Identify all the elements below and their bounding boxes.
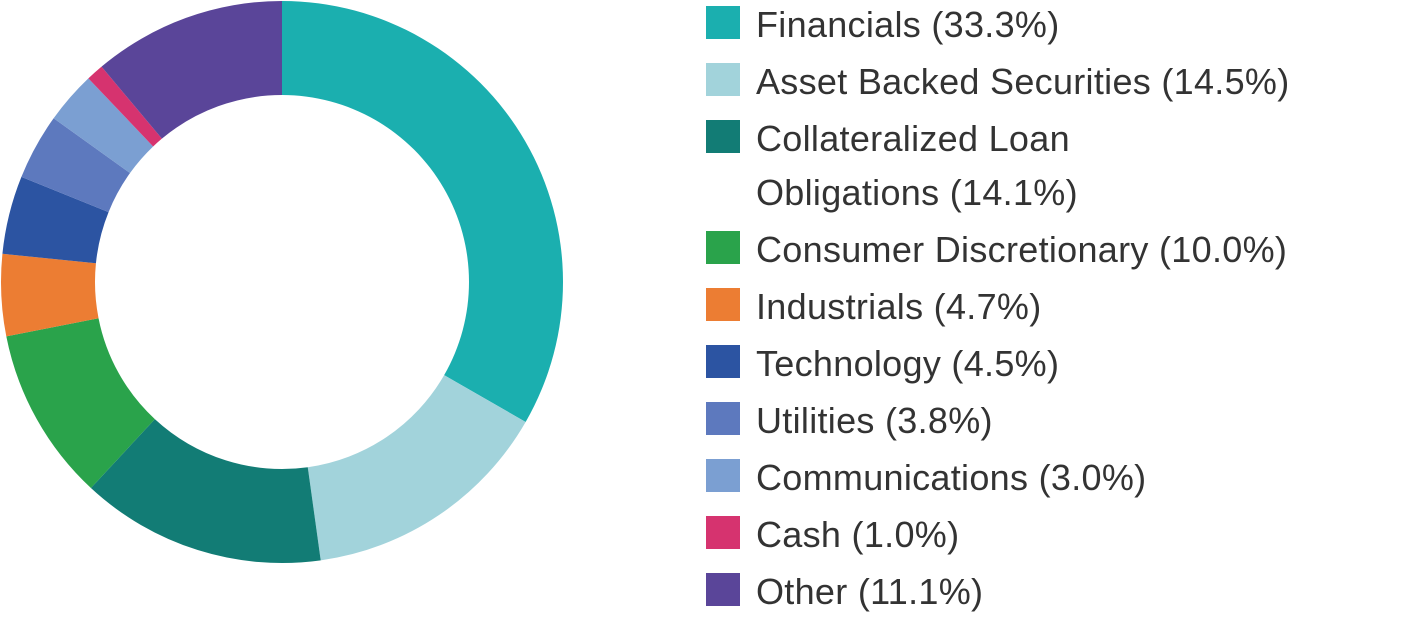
legend-label: Consumer Discretionary (10.0%) xyxy=(756,229,1288,270)
legend-label: Communications (3.0%) xyxy=(756,457,1147,498)
slice-financials xyxy=(282,1,564,422)
slice-utilities xyxy=(21,118,131,213)
slice-other xyxy=(101,1,282,139)
legend-swatch xyxy=(706,231,740,264)
legend-label: Utilities (3.8%) xyxy=(756,400,993,441)
donut-chart xyxy=(0,1,564,564)
legend-label: Collateralized Loan xyxy=(756,118,1070,159)
slice-asset-backed-securities xyxy=(307,375,526,561)
legend-label: Other (11.1%) xyxy=(756,571,984,612)
legend-label: Obligations (14.1%) xyxy=(756,172,1078,213)
legend-swatch xyxy=(706,120,740,153)
legend-swatch xyxy=(706,345,740,378)
legend-swatch xyxy=(706,63,740,96)
slice-industrials xyxy=(0,253,99,337)
legend-swatch xyxy=(706,288,740,321)
slice-technology xyxy=(2,176,109,264)
slice-communications xyxy=(53,78,154,174)
slice-collateralized-loan-obligations xyxy=(90,419,321,564)
legend-swatch xyxy=(706,402,740,435)
legend-swatch xyxy=(706,6,740,39)
legend-swatch xyxy=(706,516,740,549)
legend-label: Technology (4.5%) xyxy=(756,343,1060,384)
legend-label: Asset Backed Securities (14.5%) xyxy=(756,61,1290,102)
legend-swatch xyxy=(706,459,740,492)
legend-label: Financials (33.3%) xyxy=(756,4,1060,45)
legend-label: Industrials (4.7%) xyxy=(756,286,1042,327)
slice-cash xyxy=(88,66,162,147)
legend-swatch xyxy=(706,573,740,606)
slice-consumer-discretionary xyxy=(6,318,155,489)
legend-label: Cash (1.0%) xyxy=(756,514,960,555)
